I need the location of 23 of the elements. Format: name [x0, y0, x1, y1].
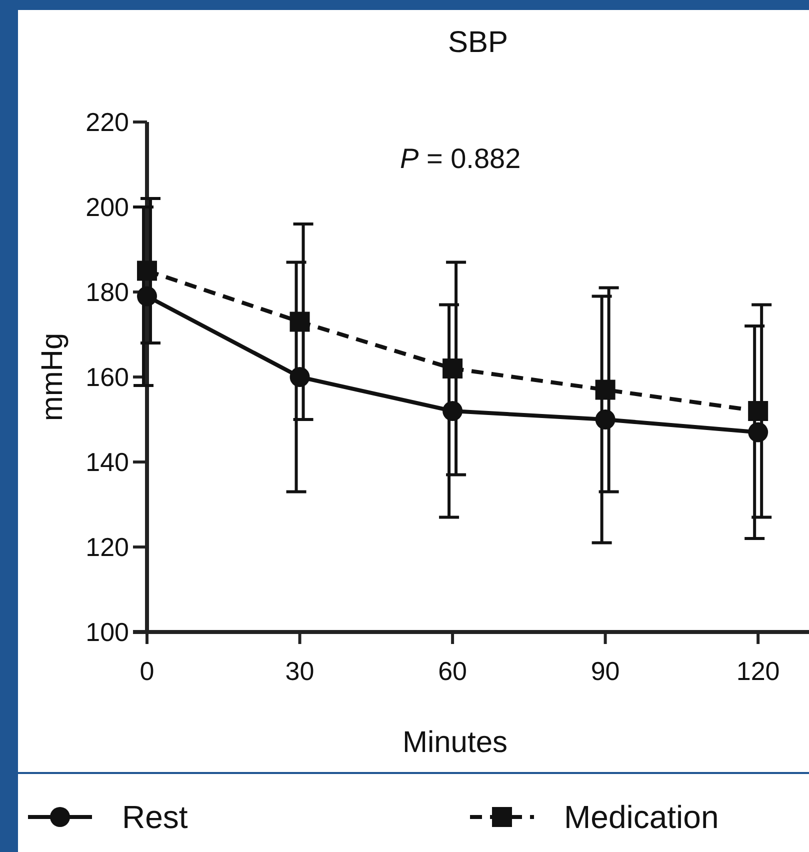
y-axis-title: mmHg	[36, 332, 69, 422]
x-tick-label: 60	[438, 656, 467, 686]
point	[290, 312, 310, 332]
y-tick-label: 180	[86, 277, 129, 308]
legend-label: Medication	[564, 799, 719, 836]
y-tick-label: 120	[86, 532, 129, 562]
x-axis-title: Minutes	[402, 726, 508, 759]
x-tick-label: 90	[590, 656, 620, 686]
y-tick-label: 200	[86, 192, 129, 222]
y-tick-label: 100	[86, 617, 129, 648]
x-tick-label: 0	[140, 656, 154, 686]
x-tick-label: 30	[285, 656, 314, 686]
point	[595, 380, 616, 400]
point	[748, 401, 768, 421]
y-tick-label: 140	[86, 447, 129, 478]
legend-label: Rest	[122, 799, 188, 836]
y-tick-label: 220	[86, 107, 129, 138]
point	[137, 260, 157, 281]
x-tick-label: 120	[736, 656, 780, 686]
chart-title: SBP	[448, 26, 508, 59]
point	[442, 358, 463, 378]
y-tick-label: 160	[86, 362, 129, 392]
annotation: P = 0.882	[400, 143, 521, 174]
